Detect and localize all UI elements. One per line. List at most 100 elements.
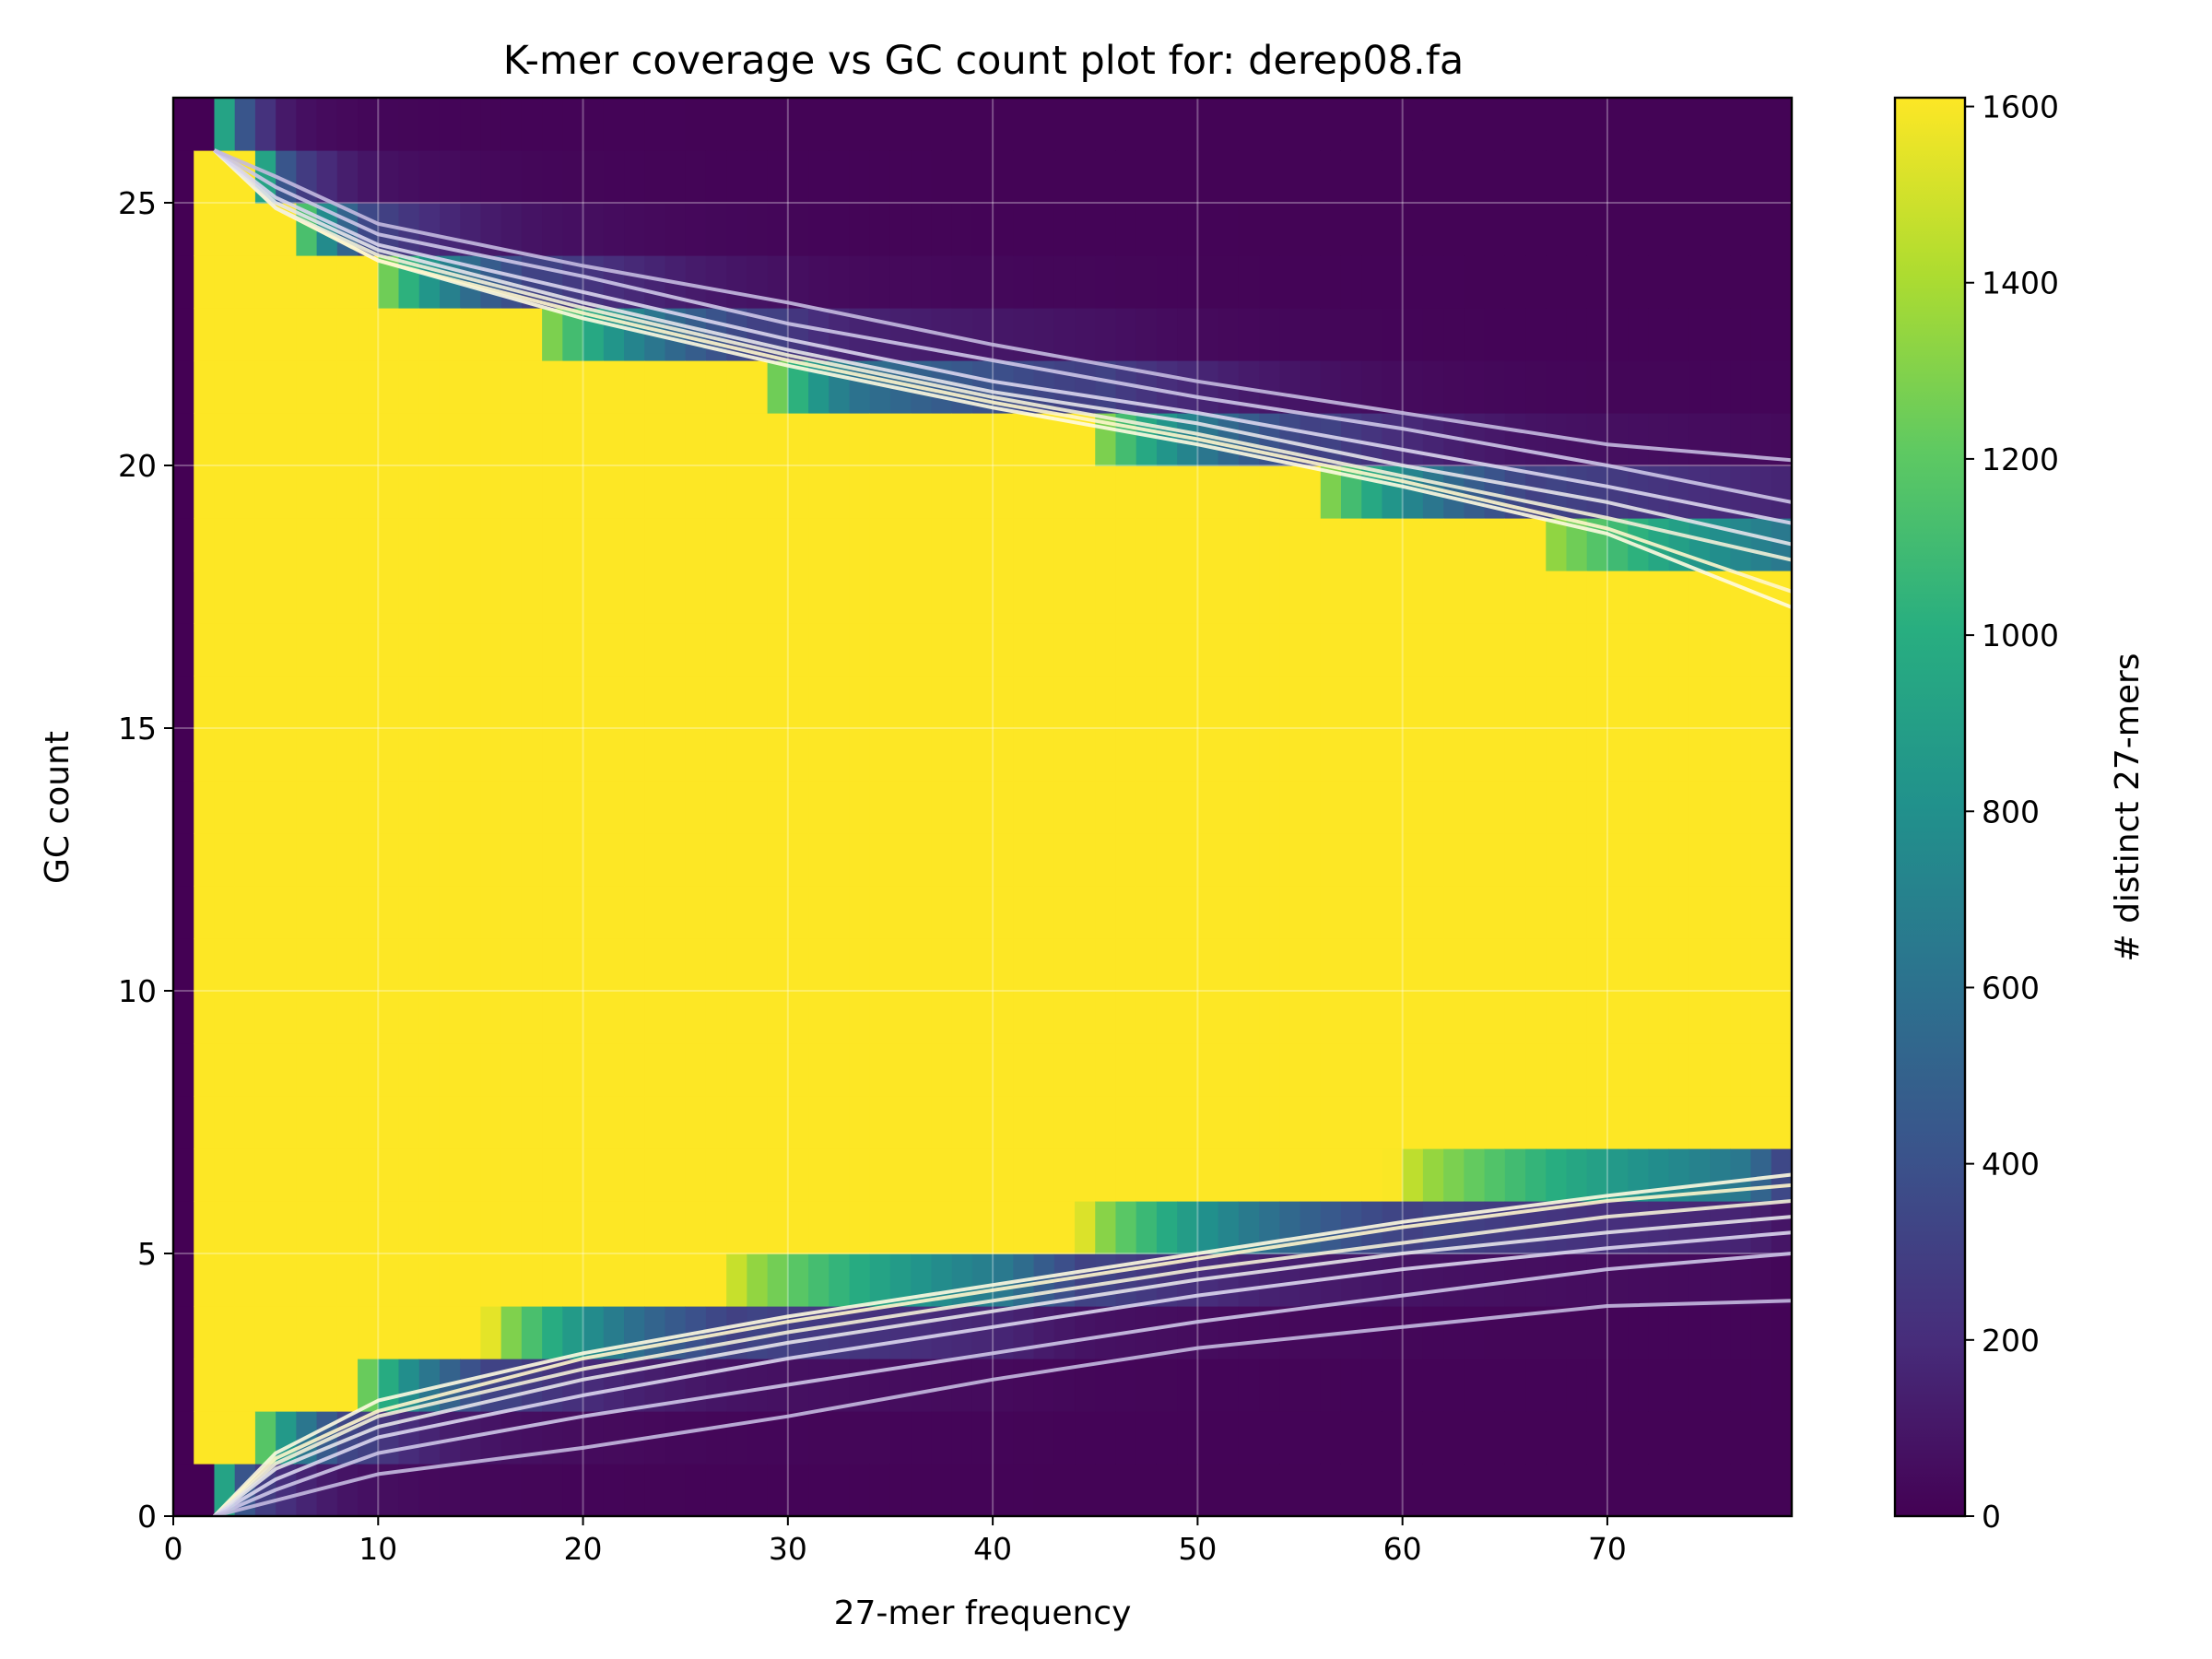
heatmap-cell xyxy=(1688,1096,1711,1149)
heatmap-cell xyxy=(1115,150,1137,204)
heatmap-cell xyxy=(316,1464,338,1516)
heatmap-cell xyxy=(1013,1411,1035,1465)
heatmap-cell xyxy=(1464,150,1486,204)
heatmap-cell xyxy=(234,1253,256,1307)
heatmap-cell xyxy=(194,571,216,624)
heatmap-cell xyxy=(829,413,851,466)
heatmap-cell xyxy=(1300,571,1322,624)
heatmap-cell xyxy=(1197,781,1219,834)
heatmap-cell xyxy=(1710,728,1731,782)
heatmap-cell xyxy=(869,98,891,151)
heatmap-cell xyxy=(808,1096,830,1149)
heatmap-cell xyxy=(296,518,318,571)
heatmap-cell xyxy=(173,1464,194,1516)
heatmap-cell xyxy=(808,938,830,992)
heatmap-cell xyxy=(869,413,891,466)
heatmap-cell xyxy=(460,150,482,204)
heatmap-cell xyxy=(1053,98,1076,151)
heatmap-cell xyxy=(1525,833,1547,887)
heatmap-cell xyxy=(1525,1411,1547,1465)
heatmap-cell xyxy=(1320,1464,1342,1516)
heatmap-cell xyxy=(316,1201,338,1254)
heatmap-cell xyxy=(1197,1464,1219,1516)
heatmap-cell xyxy=(1197,623,1219,677)
heatmap-cell xyxy=(1586,1464,1608,1516)
heatmap-cell xyxy=(1464,623,1486,677)
heatmap-cell xyxy=(685,1464,707,1516)
heatmap-cell xyxy=(1238,255,1260,309)
heatmap-cell xyxy=(418,1201,441,1254)
heatmap-cell xyxy=(665,781,687,834)
heatmap-cell xyxy=(1484,518,1506,571)
heatmap-cell xyxy=(1095,1201,1117,1254)
heatmap-cell xyxy=(1606,518,1629,571)
heatmap-cell xyxy=(849,886,871,939)
heatmap-cell xyxy=(1238,1411,1260,1465)
heatmap-cell xyxy=(644,1359,666,1412)
heatmap-cell xyxy=(1464,518,1486,571)
heatmap-cell xyxy=(336,886,359,939)
heatmap-cell xyxy=(767,98,789,151)
heatmap-cell xyxy=(1710,150,1731,204)
heatmap-cell xyxy=(542,833,563,887)
heatmap-cell xyxy=(1525,1464,1547,1516)
heatmap-cell xyxy=(869,623,891,677)
heatmap-cell xyxy=(460,1148,482,1202)
heatmap-cell xyxy=(1320,1201,1342,1254)
heatmap-cell xyxy=(521,623,543,677)
heatmap-cell xyxy=(1688,571,1711,624)
heatmap-cell xyxy=(1688,360,1711,414)
heatmap-cell xyxy=(1710,1043,1731,1097)
heatmap-cell xyxy=(767,150,789,204)
heatmap-cell xyxy=(1606,676,1629,729)
heatmap-cell xyxy=(234,1096,256,1149)
heatmap-cell xyxy=(624,98,645,151)
heatmap-cell xyxy=(1053,886,1076,939)
heatmap-cell xyxy=(911,676,933,729)
heatmap-cell xyxy=(1177,203,1198,256)
heatmap-cell xyxy=(460,413,482,466)
heatmap-cell xyxy=(1013,150,1035,204)
heatmap-cell xyxy=(521,1096,543,1149)
heatmap-cell xyxy=(808,203,830,256)
heatmap-cell xyxy=(562,360,584,414)
heatmap-cell xyxy=(951,255,973,309)
heatmap-cell xyxy=(1628,203,1650,256)
heatmap-cell xyxy=(808,255,830,309)
heatmap-cell xyxy=(336,676,359,729)
heatmap-cell xyxy=(808,413,830,466)
heatmap-cell xyxy=(1402,676,1424,729)
heatmap-cell xyxy=(480,571,502,624)
colorbar-gradient xyxy=(1893,96,1967,1518)
heatmap-cell xyxy=(1688,413,1711,466)
heatmap-cell xyxy=(787,1148,809,1202)
heatmap-cell xyxy=(787,991,809,1044)
heatmap-cell xyxy=(911,1464,933,1516)
heatmap-cell xyxy=(889,255,912,309)
heatmap-cell xyxy=(1443,938,1465,992)
heatmap-cell xyxy=(1771,308,1792,361)
heatmap-cell xyxy=(316,781,338,834)
heatmap-cell xyxy=(1484,571,1506,624)
heatmap-cell xyxy=(173,465,194,519)
heatmap-cell xyxy=(1361,571,1383,624)
heatmap-cell xyxy=(1156,150,1178,204)
heatmap-cell xyxy=(1300,360,1322,414)
heatmap-cell xyxy=(562,98,584,151)
heatmap-cell xyxy=(254,833,276,887)
heatmap-cell xyxy=(829,728,851,782)
heatmap-cell xyxy=(787,1253,809,1307)
heatmap-cell xyxy=(869,886,891,939)
heatmap-cell xyxy=(460,833,482,887)
heatmap-cell xyxy=(173,1096,194,1149)
heatmap-cell xyxy=(787,203,809,256)
heatmap-cell xyxy=(214,413,236,466)
heatmap-cell xyxy=(1566,571,1588,624)
heatmap-cell xyxy=(1115,1096,1137,1149)
heatmap-cell xyxy=(1464,1464,1486,1516)
heatmap-cell xyxy=(1566,360,1588,414)
heatmap-cell xyxy=(418,308,441,361)
heatmap-cell xyxy=(624,465,645,519)
heatmap-cell xyxy=(624,833,645,887)
heatmap-cell xyxy=(398,833,420,887)
